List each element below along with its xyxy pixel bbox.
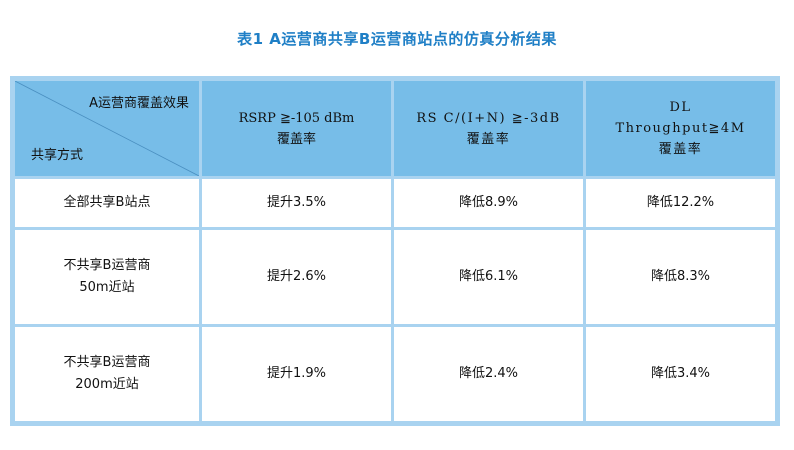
column-header-line: DL [669,100,692,115]
row-label-line: 50m近站 [79,280,135,296]
table-row: 不共享B运营商 200m近站 提升1.9% 降低2.4% 降低3.4% [12,324,778,424]
row-label-cell: 不共享B运营商 50m近站 [12,227,202,328]
corner-header-cell: A运营商覆盖效果 共享方式 [12,78,202,179]
column-header-dl-throughput: DL Throughput≧4M 覆盖率 [583,78,778,179]
column-header-rsrp: RSRP ≧-105 dBm 覆盖率 [199,78,394,179]
column-header-line: 覆盖率 [466,131,511,147]
column-header-line: RSRP ≧-105 dBm [238,110,355,126]
value-cell: 降低3.4% [583,324,778,424]
row-label-line: 全部共享B站点 [63,195,151,211]
value-cell: 降低8.9% [391,175,586,231]
table-row: 不共享B运营商 50m近站 提升2.6% 降低6.1% 降低8.3% [12,227,778,328]
row-label-line: 不共享B运营商 [63,355,151,371]
column-header-rs-cin: RS C/(I+N) ≧-3dB 覆盖率 [391,78,586,179]
row-label-cell: 全部共享B站点 [12,175,202,231]
header-row: A运营商覆盖效果 共享方式 RSRP ≧-105 dBm 覆盖率 RS C/(I… [12,78,778,179]
value-cell: 提升1.9% [199,324,394,424]
value-cell: 提升2.6% [199,227,394,328]
row-label-line: 不共享B运营商 [63,258,151,274]
row-label-line: 200m近站 [75,377,139,393]
table-row: 全部共享B站点 提升3.5% 降低8.9% 降低12.2% [12,175,778,231]
column-header-line: 覆盖率 [658,142,703,157]
results-table-container: A运营商覆盖效果 共享方式 RSRP ≧-105 dBm 覆盖率 RS C/(I… [10,76,780,426]
corner-bottom-label: 共享方式 [31,148,84,163]
corner-top-label: A运营商覆盖效果 [89,96,189,111]
value-cell: 降低8.3% [583,227,778,328]
value-cell: 降低2.4% [391,324,586,424]
value-cell: 降低12.2% [583,175,778,231]
column-header-line: RS C/(I+N) ≧-3dB [416,110,561,126]
results-table: A运营商覆盖效果 共享方式 RSRP ≧-105 dBm 覆盖率 RS C/(I… [12,78,778,424]
row-label-cell: 不共享B运营商 200m近站 [12,324,202,424]
diagonal-divider [15,81,199,176]
value-cell: 降低6.1% [391,227,586,328]
table-caption: 表1 A运营商共享B运营商站点的仿真分析结果 [237,30,557,48]
column-header-line: 覆盖率 [276,131,316,147]
column-header-line: Throughput≧4M [615,121,746,136]
value-cell: 提升3.5% [199,175,394,231]
